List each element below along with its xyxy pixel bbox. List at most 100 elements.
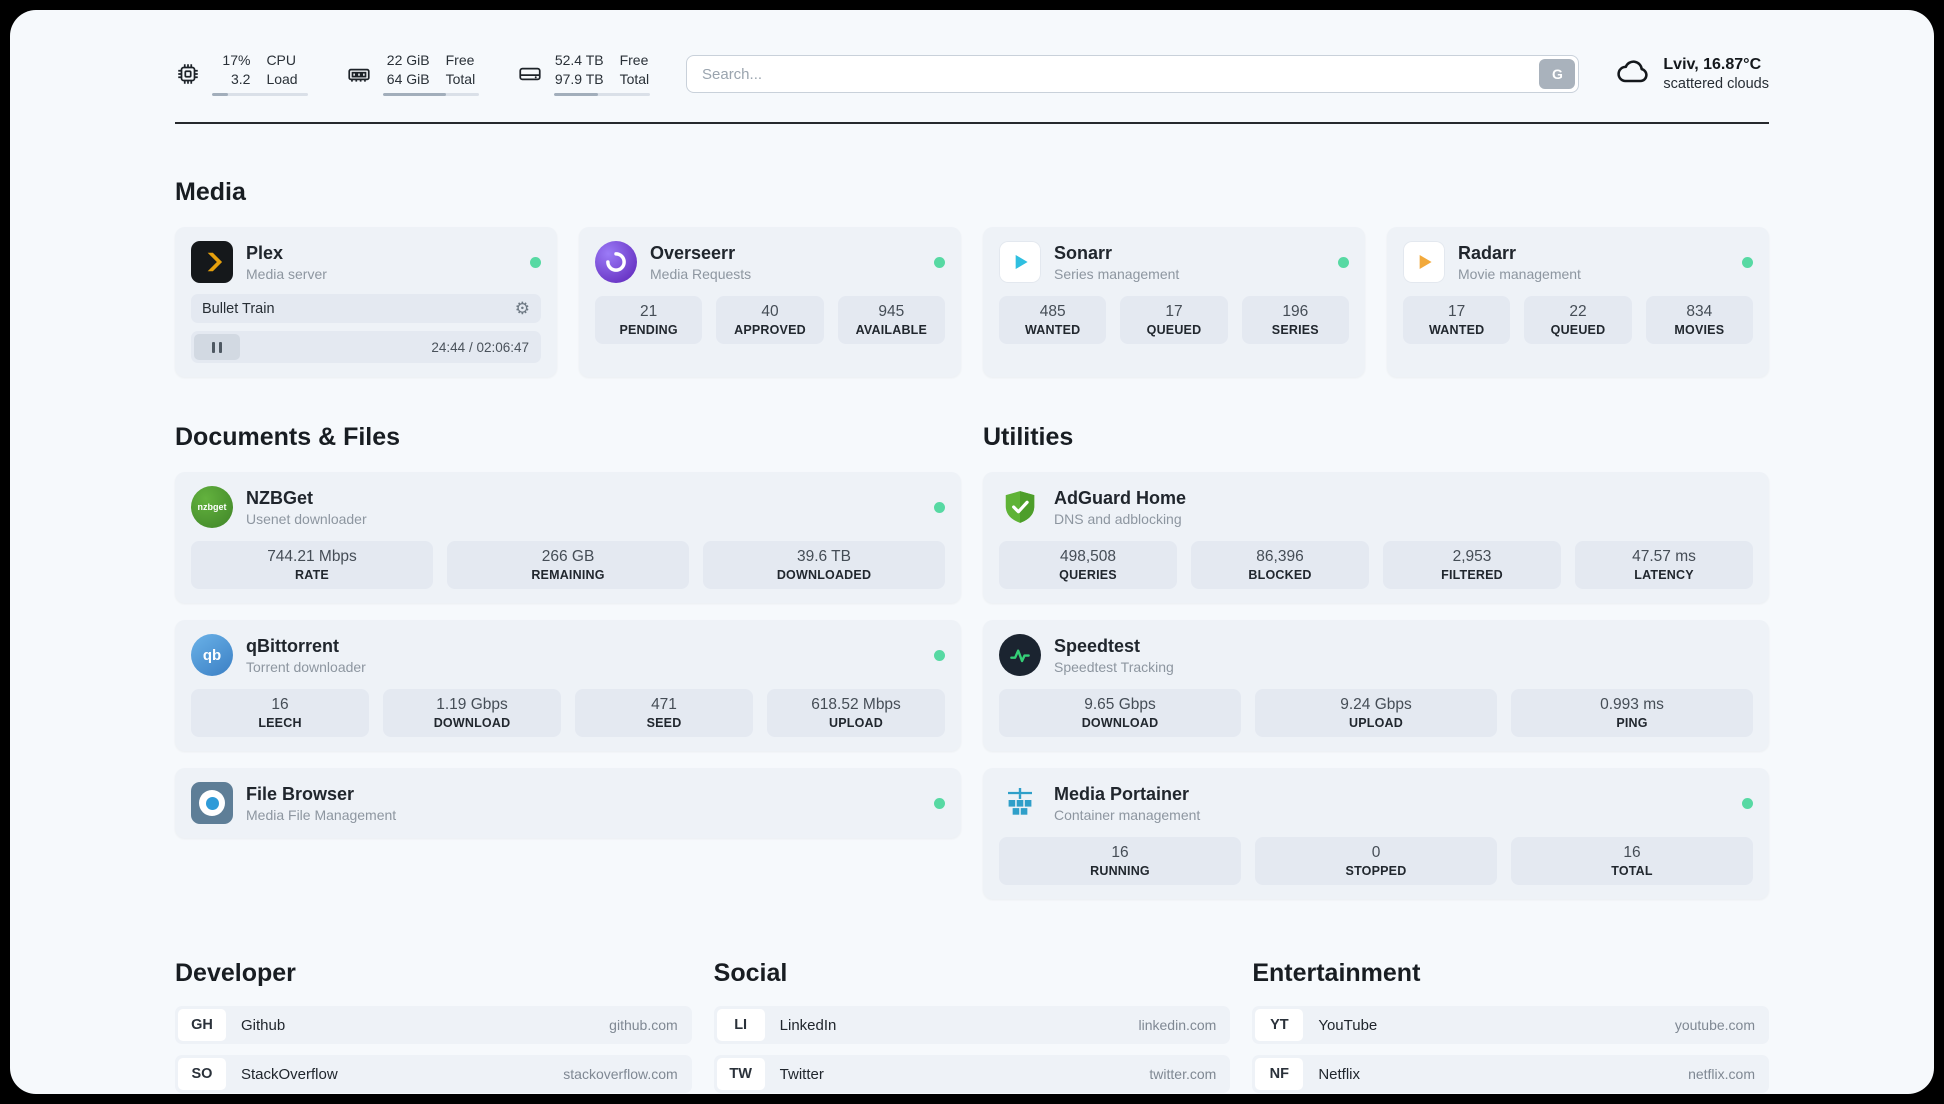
stat-tile: 744.21 Mbps RATE	[191, 541, 433, 589]
status-dot-online	[1742, 256, 1753, 268]
stat-tile: 16 RUNNING	[999, 837, 1241, 885]
weather-location: Lviv, 16.87°C	[1663, 56, 1762, 73]
qbittorrent-icon: qb	[191, 634, 233, 676]
stat-tile: 2,953 FILTERED	[1383, 541, 1561, 589]
github-badge: GH	[178, 1009, 226, 1041]
stat-tile: 40 APPROVED	[716, 296, 824, 344]
documents-column: Documents & Files nzbget NZBGet Usenet d…	[175, 377, 961, 838]
netflix-badge: NF	[1255, 1058, 1304, 1090]
bookmark-netflix[interactable]: NF Netflix netflix.com	[1252, 1055, 1769, 1093]
ram-icon	[346, 61, 372, 87]
stat-tile: 86,396 BLOCKED	[1191, 541, 1369, 589]
bookmark-url: github.com	[609, 1017, 678, 1033]
app-name: File Browser	[246, 783, 355, 804]
stat-tile: 16 LEECH	[191, 689, 369, 737]
bookmark-twitter[interactable]: TW Twitter twitter.com	[713, 1055, 1231, 1093]
disk-usage-bar	[554, 93, 650, 96]
bookmark-name: Netflix	[1318, 1065, 1361, 1083]
sonarr-icon	[999, 241, 1041, 283]
section-title-documents: Documents & Files	[175, 423, 401, 451]
now-playing-title: Bullet Train	[202, 300, 275, 317]
cpu-usage-bar	[212, 93, 308, 96]
search-engine-button[interactable]: G	[1539, 59, 1576, 89]
bookmark-name: YouTube	[1318, 1016, 1378, 1034]
app-name: Speedtest	[1054, 635, 1141, 656]
stackoverflow-badge: SO	[178, 1058, 226, 1090]
disk-total-value: 97.9 TB	[554, 70, 604, 87]
playback-time: 24:44 / 02:06:47	[431, 339, 529, 355]
app-name: NZBGet	[246, 487, 313, 508]
stat-tile: 498,508 QUERIES	[999, 541, 1177, 589]
ram-label-total: Total	[445, 70, 476, 87]
app-card-speedtest[interactable]: Speedtest Speedtest Tracking 9.65 Gbps DO…	[983, 620, 1769, 751]
status-dot-online	[934, 501, 945, 513]
now-playing-row: Bullet Train ⚙	[191, 294, 541, 323]
cpu-percent: 17%	[222, 52, 251, 68]
app-name: AdGuard Home	[1054, 487, 1187, 508]
app-card-sonarr[interactable]: Sonarr Series management 485 WANTED 17 QUE…	[983, 227, 1365, 377]
utilities-column: Utilities	[983, 377, 1769, 899]
bookmark-github[interactable]: GH Github github.com	[175, 1006, 692, 1044]
settings-gear-icon[interactable]: ⚙	[514, 299, 530, 318]
cpu-stat: 17% CPU 3.2 Load	[175, 52, 308, 96]
app-name: Radarr	[1458, 242, 1517, 263]
cpu-label-1: CPU	[266, 52, 296, 68]
bookmark-linkedin[interactable]: LI LinkedIn linkedin.com	[713, 1006, 1231, 1044]
stat-tile: 834 MOVIES	[1645, 296, 1753, 344]
ram-stat: 22 GiB Free 64 GiB Total	[346, 52, 479, 96]
bookmark-name: Twitter	[779, 1065, 824, 1083]
pause-button[interactable]	[194, 334, 240, 360]
stat-tile: 47.57 ms LATENCY	[1575, 541, 1753, 589]
stat-tile: 0 STOPPED	[1255, 837, 1497, 885]
bookmark-youtube[interactable]: YT YouTube youtube.com	[1252, 1006, 1769, 1044]
stat-tile: 485 WANTED	[999, 296, 1107, 344]
search-input[interactable]	[686, 55, 1580, 93]
app-card-portainer[interactable]: Media Portainer Container management 16 R…	[983, 768, 1769, 899]
stat-tile: 945 AVAILABLE	[837, 296, 945, 344]
radarr-icon	[1403, 241, 1445, 283]
bookmark-name: LinkedIn	[779, 1016, 837, 1034]
app-card-overseerr[interactable]: Overseerr Media Requests 21 PENDING 40 APP…	[579, 227, 961, 377]
weather-widget: Lviv, 16.87°C scattered clouds	[1615, 54, 1769, 95]
social-column: Social LI LinkedIn linkedin.com TW Twitt…	[713, 899, 1231, 1093]
header-divider	[175, 122, 1769, 124]
ram-free-value: 22 GiB	[386, 52, 430, 68]
app-card-plex[interactable]: Plex Media server Bullet Train ⚙ 24:44 /…	[175, 227, 557, 377]
app-card-qbittorrent[interactable]: qb qBittorrent Torrent downloader 16 LEEC…	[175, 620, 961, 751]
top-bar: 17% CPU 3.2 Load	[175, 52, 1769, 96]
status-dot-online	[1338, 256, 1349, 268]
cpu-label-2: Load	[266, 70, 298, 87]
entertainment-column: Entertainment YT YouTube youtube.com NF …	[1252, 899, 1769, 1094]
developer-column: Developer GH Github github.com SO StackO…	[175, 899, 692, 1094]
bookmark-url: linkedin.com	[1138, 1017, 1217, 1033]
stat-tile: 0.993 ms PING	[1511, 689, 1753, 737]
stat-tile: 1.19 Gbps DOWNLOAD	[383, 689, 561, 737]
system-stats: 17% CPU 3.2 Load	[175, 52, 650, 96]
app-card-filebrowser[interactable]: File Browser Media File Management	[175, 768, 961, 838]
media-section: Plex Media server Bullet Train ⚙ 24:44 /…	[175, 227, 1769, 377]
stat-tile: 266 GB REMAINING	[447, 541, 689, 589]
stat-tile: 39.6 TB DOWNLOADED	[703, 541, 945, 589]
bookmark-url: netflix.com	[1688, 1066, 1755, 1082]
status-dot-online	[934, 797, 945, 809]
app-subtitle: Speedtest Tracking	[1054, 658, 1174, 675]
app-name: qBittorrent	[246, 635, 339, 656]
app-card-nzbget[interactable]: nzbget NZBGet Usenet downloader 744.21 M…	[175, 472, 961, 603]
dashboard-content: 17% CPU 3.2 Load	[10, 10, 1934, 1094]
stat-tile: 17 WANTED	[1403, 296, 1511, 344]
stat-tile: 471 SEED	[575, 689, 753, 737]
app-card-adguard[interactable]: AdGuard Home DNS and adblocking 498,508 Q…	[983, 472, 1769, 603]
app-card-radarr[interactable]: Radarr Movie management 17 WANTED 22 QUEUE…	[1387, 227, 1769, 377]
stat-tile: 22 QUEUED	[1524, 296, 1632, 344]
stat-tile: 196 SERIES	[1241, 296, 1349, 344]
weather-condition: scattered clouds	[1663, 76, 1769, 92]
plex-icon	[191, 241, 233, 283]
bookmark-stackoverflow[interactable]: SO StackOverflow stackoverflow.com	[175, 1055, 692, 1093]
app-subtitle: Media server	[246, 265, 327, 282]
linkedin-badge: LI	[716, 1009, 765, 1041]
portainer-icon	[999, 782, 1041, 824]
filebrowser-icon	[191, 782, 233, 824]
bookmark-name: StackOverflow	[241, 1065, 338, 1083]
app-subtitle: Movie management	[1458, 265, 1581, 282]
disk-label-free: Free	[619, 52, 649, 68]
